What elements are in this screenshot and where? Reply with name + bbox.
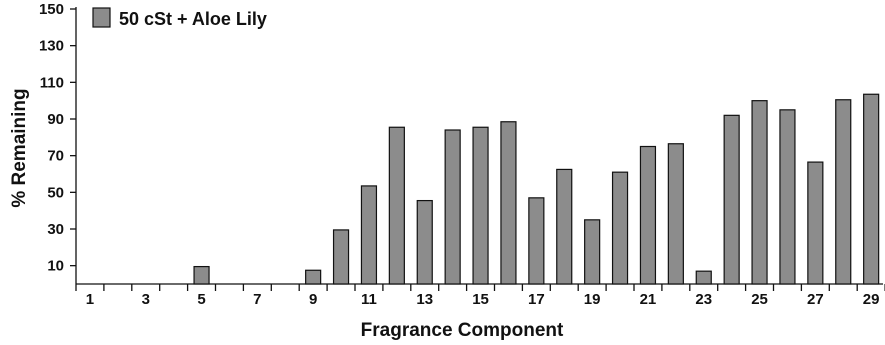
x-tick-label: 5 (197, 291, 205, 308)
bar-21 (639, 145, 657, 285)
bar-16 (500, 121, 517, 285)
x-tick-label: 3 (142, 291, 150, 308)
y-axis-title: % Remaining (9, 88, 30, 207)
bar-20 (611, 171, 629, 285)
bar-series (193, 93, 880, 285)
x-tick-label: 25 (751, 291, 768, 308)
legend-label: 50 cSt + Aloe Lily (119, 9, 267, 29)
bar-22 (667, 143, 684, 285)
bar-11 (360, 185, 378, 285)
legend-swatch (92, 7, 111, 28)
y-tick-label: 30 (47, 221, 64, 238)
x-tick-label: 27 (807, 291, 824, 308)
y-tick-label: 70 (47, 148, 64, 165)
y-tick-label: 50 (47, 184, 64, 201)
x-tick-label: 29 (863, 291, 880, 308)
bar-9 (305, 269, 322, 285)
y-tick-label: 150 (39, 1, 64, 18)
bar-10 (332, 229, 350, 285)
x-axis-title: Fragrance Component (361, 320, 564, 341)
bar-5 (193, 265, 210, 285)
bar-17 (528, 197, 545, 285)
bar-25 (751, 100, 768, 285)
x-tick-label: 17 (528, 291, 545, 308)
x-tick-label: 9 (309, 291, 317, 308)
x-tick-label: 23 (695, 291, 712, 308)
y-tick-label: 90 (47, 111, 64, 128)
bar-12 (388, 126, 405, 285)
y-tick-label: 10 (47, 258, 64, 275)
x-tick-label: 1 (86, 291, 94, 308)
x-tick-label: 11 (361, 291, 377, 308)
y-axis: 10 30 50 70 90 110 130 150 (39, 1, 77, 284)
x-tick-label: 15 (472, 291, 489, 308)
x-axis: 1 3 5 7 9 11 13 15 17 19 21 23 25 27 29 (75, 283, 885, 308)
bar-14 (444, 129, 461, 285)
bar-26 (779, 109, 796, 285)
x-tick-label: 13 (416, 291, 433, 308)
bar-13 (416, 199, 433, 285)
y-tick-label: 130 (39, 38, 64, 55)
bar-18 (556, 168, 573, 285)
x-tick-label: 7 (253, 291, 261, 308)
bar-29 (863, 93, 880, 285)
bar-23 (695, 270, 712, 285)
bar-15 (472, 126, 489, 285)
bar-19 (584, 219, 601, 285)
y-tick-label: 110 (40, 74, 64, 91)
bar-28 (835, 99, 852, 285)
legend: 50 cSt + Aloe Lily (92, 7, 267, 29)
bar-24 (723, 114, 740, 285)
bar-27 (807, 161, 824, 285)
x-tick-label: 19 (584, 291, 601, 308)
x-tick-label: 21 (640, 291, 657, 308)
